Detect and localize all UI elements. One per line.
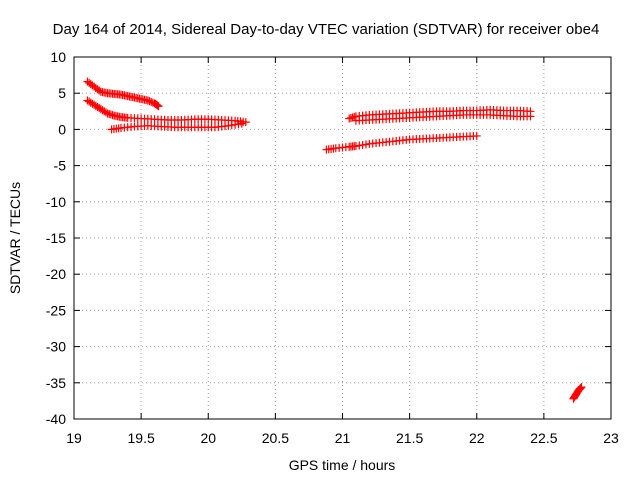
x-tick-label: 20.5 xyxy=(262,430,289,446)
x-tick-label: 21.5 xyxy=(396,430,423,446)
y-tick-label: -30 xyxy=(46,339,66,355)
y-tick-label: -25 xyxy=(46,302,66,318)
data-point xyxy=(153,101,162,110)
data-point xyxy=(577,383,586,392)
y-tick-label: 10 xyxy=(50,49,66,65)
y-tick-label: 0 xyxy=(58,121,66,137)
y-tick-label: -35 xyxy=(46,375,66,391)
series-arc-7 xyxy=(569,383,586,403)
data-point xyxy=(576,383,585,392)
data-point xyxy=(576,384,585,393)
data-point xyxy=(145,97,154,106)
x-axis-label: GPS time / hours xyxy=(289,457,396,473)
data-point xyxy=(143,96,152,105)
y-tick-label: 5 xyxy=(58,85,66,101)
data-point xyxy=(472,131,481,140)
y-tick-label: -10 xyxy=(46,194,66,210)
data-point xyxy=(237,119,246,128)
x-tick-label: 20 xyxy=(200,430,216,446)
y-axis-label: SDTVAR / TECUs xyxy=(7,182,23,294)
axis-ticks: 19 19.5 20 20.5 21 21.5 22 22.5 23 10 5 0 -5 -10 -15 -2… xyxy=(46,49,619,446)
data-point xyxy=(526,112,535,121)
x-tick-label: 23 xyxy=(603,430,619,446)
series-arc-6 xyxy=(351,110,535,125)
data-point xyxy=(152,100,161,109)
x-tick-label: 22 xyxy=(469,430,485,446)
data-points xyxy=(83,77,586,403)
series-arc-4 xyxy=(322,131,481,154)
y-tick-label: -15 xyxy=(46,230,66,246)
data-point xyxy=(147,97,156,106)
y-tick-label: -5 xyxy=(54,158,67,174)
series-arc-3 xyxy=(107,119,246,134)
y-tick-label: -40 xyxy=(46,411,66,427)
chart-title: Day 164 of 2014, Sidereal Day-to-day VTE… xyxy=(53,21,600,38)
grid xyxy=(74,57,611,419)
x-tick-label: 21 xyxy=(335,430,351,446)
series-arc-1 xyxy=(83,77,163,111)
x-tick-label: 22.5 xyxy=(530,430,557,446)
data-point xyxy=(95,86,104,95)
data-point xyxy=(241,118,250,127)
x-tick-label: 19 xyxy=(66,430,82,446)
series-arc-2 xyxy=(83,96,250,127)
x-tick-label: 19.5 xyxy=(128,430,155,446)
data-point xyxy=(154,102,163,111)
y-tick-label: -20 xyxy=(46,266,66,282)
data-point xyxy=(101,108,110,117)
